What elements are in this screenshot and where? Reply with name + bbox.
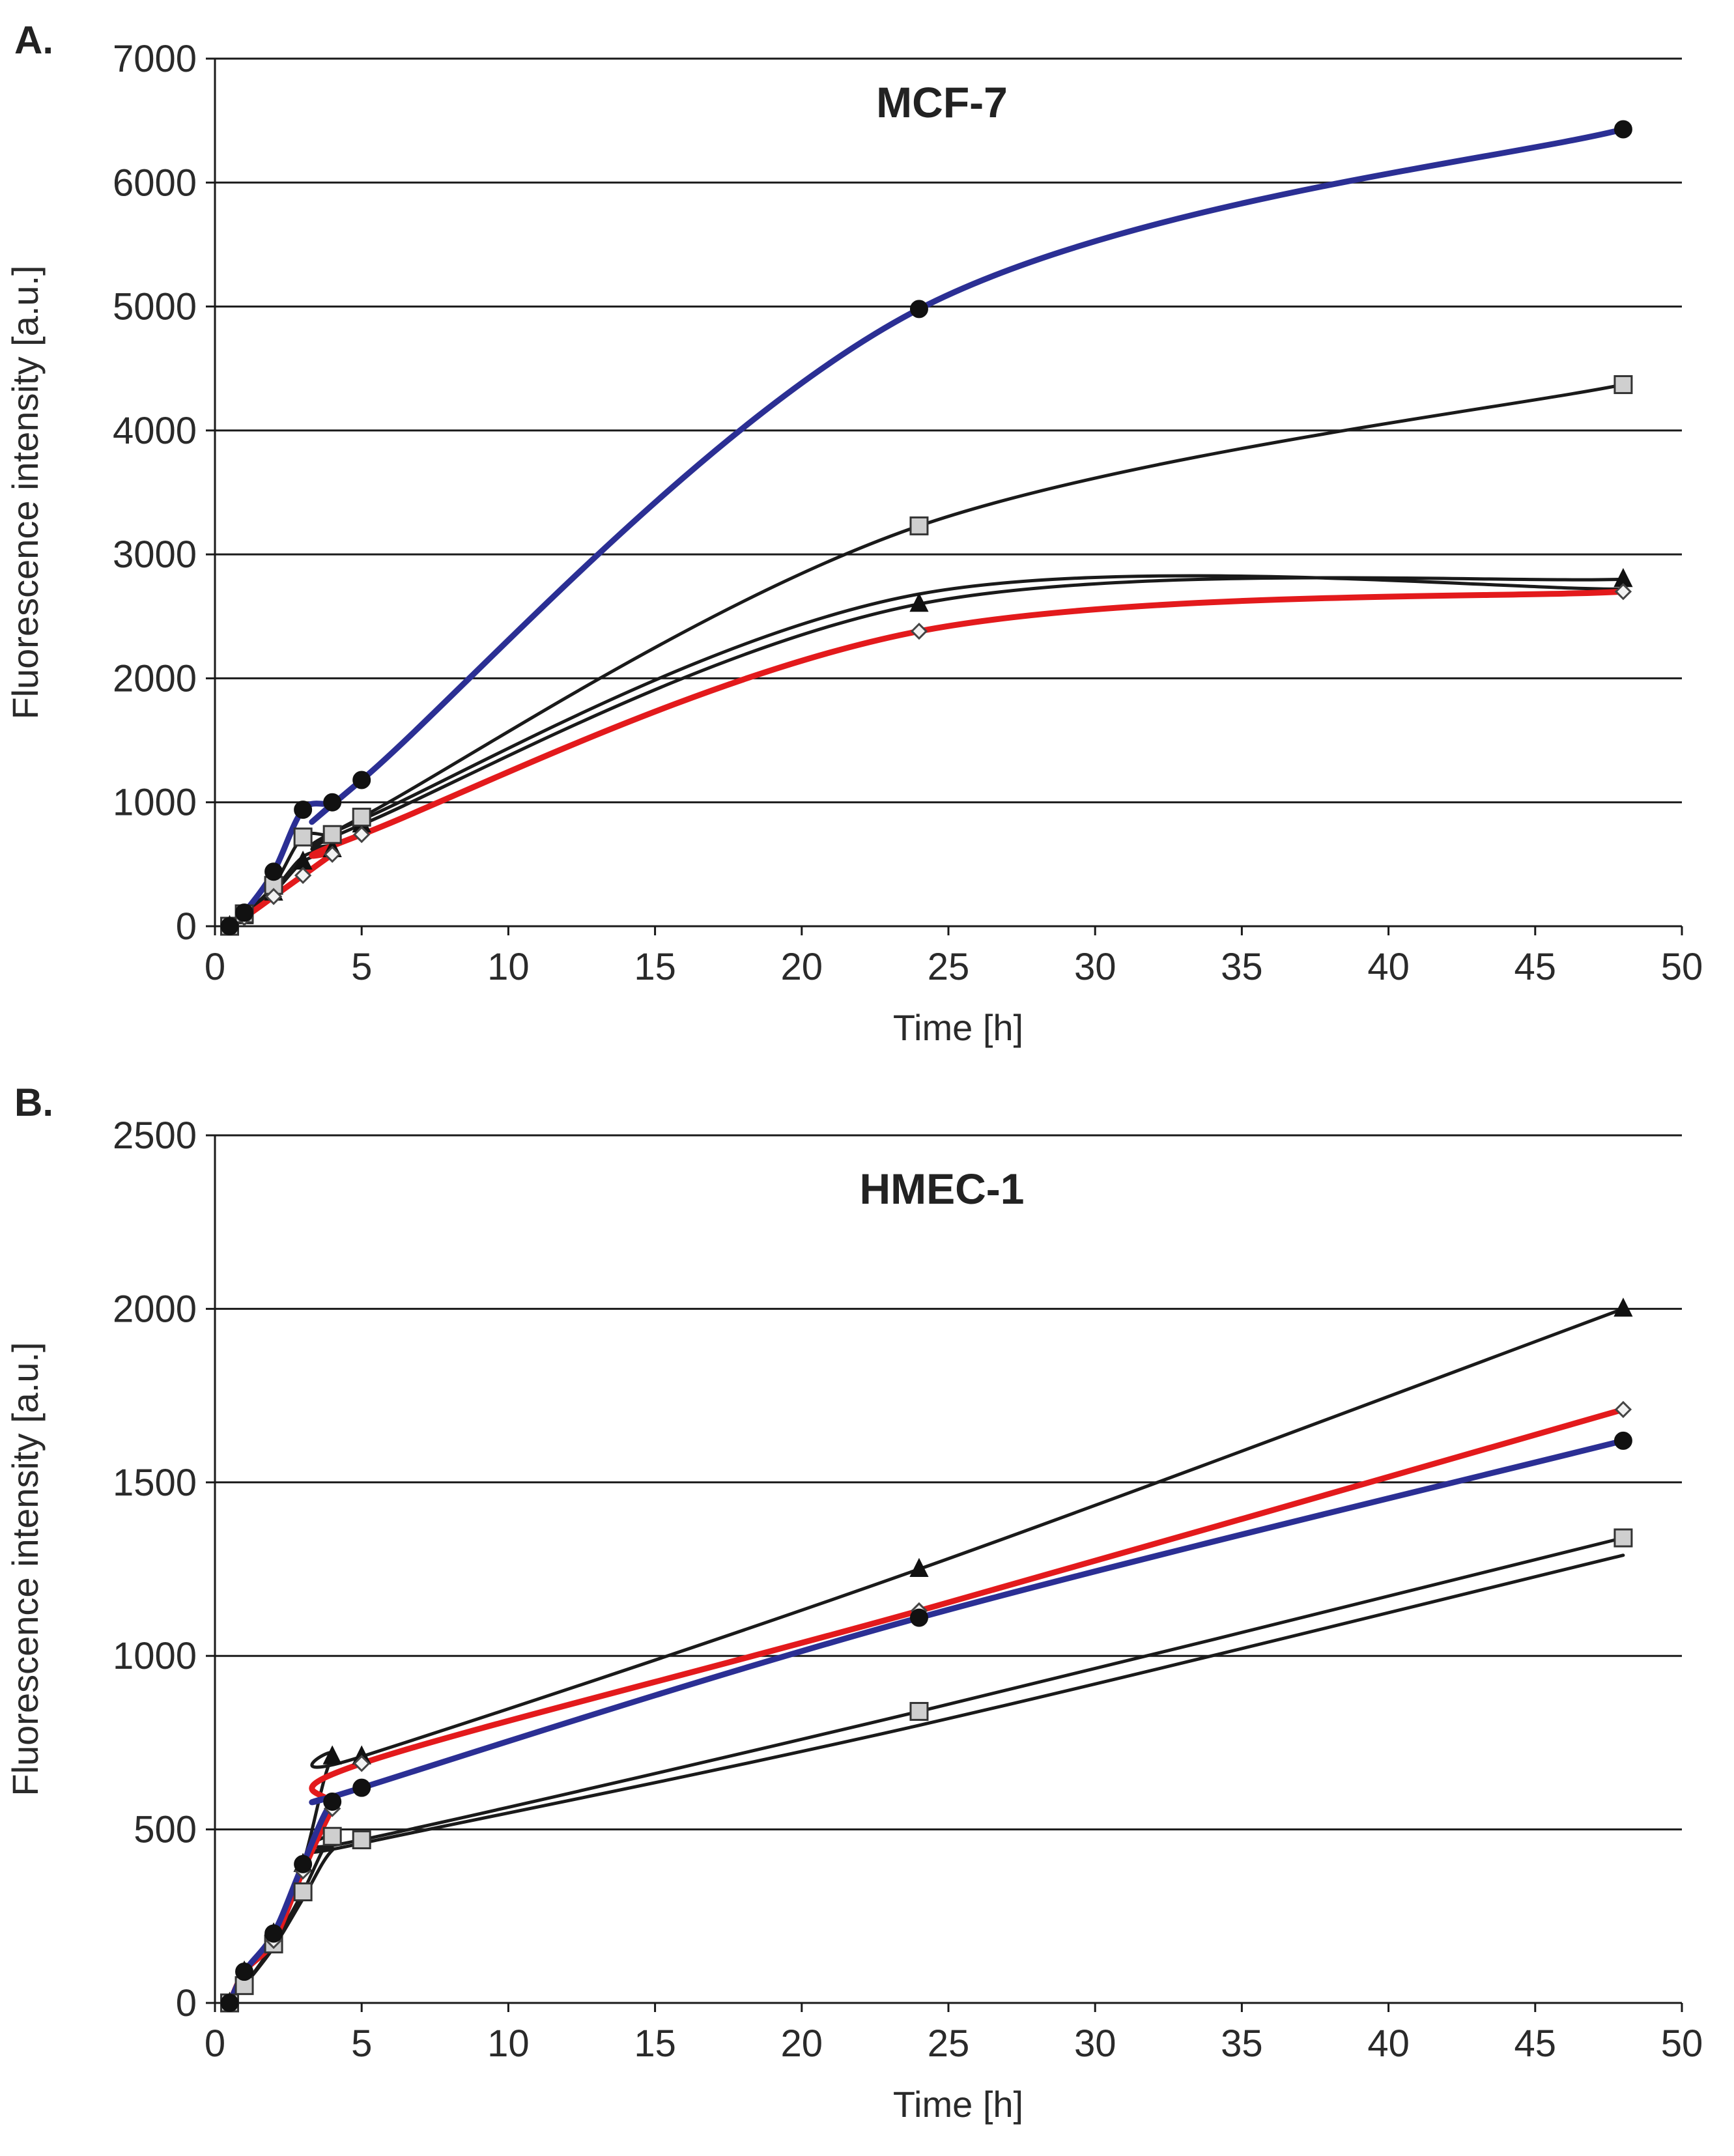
data-point-triangle [322,1745,342,1765]
panel-label: B. [14,1081,53,1124]
y-tick-label: 7000 [113,38,197,80]
x-axis-title: Time [h] [893,2084,1023,2125]
data-point-square [293,1882,313,1902]
data-point-circle [264,862,283,881]
data-point-square [1613,1528,1633,1548]
data-point-circle [323,1792,342,1811]
y-tick-label: 5000 [113,286,197,328]
panel-label: A. [14,18,53,62]
data-point-diamond [323,845,341,863]
data-point-circle [1613,1431,1632,1450]
data-point-circle [235,903,254,922]
x-tick-label: 40 [1367,2022,1410,2065]
data-point-circle [220,1994,239,2012]
x-tick-label: 45 [1514,946,1557,988]
y-tick-label: 2000 [113,657,197,700]
y-tick-label: 3000 [113,533,197,576]
data-point-square [909,516,929,535]
x-tick-label: 20 [781,946,823,988]
x-tick-label: 35 [1221,2022,1263,2065]
data-point-circle [352,1778,371,1797]
y-tick-label: 0 [176,905,197,948]
y-tick-label: 1000 [113,782,197,824]
x-tick-label: 50 [1661,2022,1703,2065]
data-point-diamond [353,1755,371,1772]
data-point-square [322,825,342,844]
x-tick-label: 5 [351,946,372,988]
x-tick-label: 45 [1514,2022,1557,2065]
data-point-diamond [910,622,928,640]
data-point-triangle [1613,1298,1633,1317]
data-point-square [322,1826,342,1846]
y-axis-title: Fluorescence intensity [a.u.] [5,1342,46,1796]
data-point-circle [909,1608,928,1627]
data-point-diamond [1614,1400,1632,1419]
x-tick-label: 30 [1074,946,1116,988]
chart-title: HMEC-1 [859,1165,1024,1213]
data-point-diamond [294,866,312,885]
data-point-triangle [909,1557,929,1577]
data-point-circle [294,1854,313,1873]
chart-title: MCF-7 [876,78,1008,126]
y-tick-label: 2500 [113,1114,197,1157]
x-tick-label: 15 [634,946,676,988]
series-line-diamond-series [227,588,1627,929]
data-point-square [909,1701,929,1721]
x-tick-label: 0 [205,946,225,988]
data-point-circle [235,1963,254,1981]
data-point-triangle [909,593,929,612]
data-point-circle [264,1924,283,1943]
y-axis-title: Fluorescence intensity [a.u.] [5,265,46,719]
x-tick-label: 25 [928,2022,970,2065]
series-line-circle-series [227,1438,1627,2006]
x-tick-label: 40 [1367,946,1410,988]
panel-a: 0 1000 2000 3000 4000 5000 6000 7000 0 5 10 15 20 25 3… [5,18,1703,1048]
x-axis-title: Time [h] [893,1007,1023,1048]
x-tick-label: 25 [928,946,970,988]
data-point-square [1613,375,1633,394]
x-tick-label: 15 [634,2022,676,2065]
x-tick-label: 35 [1221,946,1263,988]
data-point-diamond [353,826,371,844]
data-point-square [352,808,371,827]
data-point-circle [220,917,239,935]
data-point-circle [294,801,313,819]
y-tick-label: 500 [134,1809,197,1851]
data-point-circle [1613,120,1632,139]
y-tick-label: 1500 [113,1462,197,1504]
data-point-circle [909,300,928,319]
x-tick-label: 10 [487,2022,530,2065]
y-tick-label: 1000 [113,1635,197,1677]
y-tick-label: 2000 [113,1288,197,1330]
y-tick-label: 6000 [113,162,197,204]
x-tick-label: 50 [1661,946,1703,988]
x-tick-label: 5 [351,2022,372,2065]
x-tick-label: 0 [205,2022,225,2065]
data-point-diamond [264,888,283,905]
data-point-circle [323,793,342,812]
data-point-square [293,827,313,847]
data-point-circle [352,771,371,789]
series-line-square-series [228,383,1625,928]
x-tick-label: 20 [781,2022,823,2065]
data-point-diamond [1614,583,1632,601]
panel-b: 0 500 1000 1500 2000 2500 0 5 10 15 20 25 30 35 40 45 50… [5,1081,1703,2125]
y-tick-label: 0 [176,1982,197,2024]
data-point-square [352,1830,371,1850]
y-tick-label: 4000 [113,410,197,452]
x-tick-label: 30 [1074,2022,1116,2065]
x-tick-label: 10 [487,946,530,988]
